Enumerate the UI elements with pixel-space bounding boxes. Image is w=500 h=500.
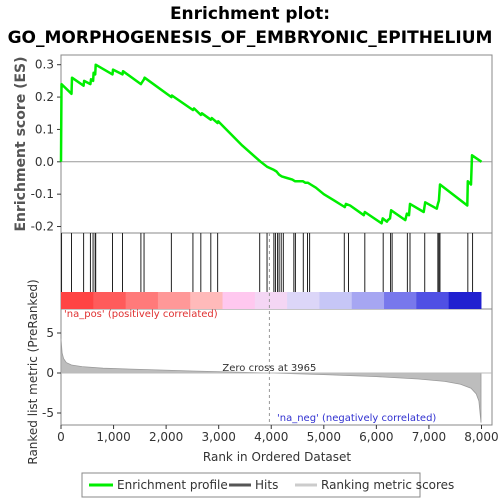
es-y-tick-label: 0.1 [35,122,54,136]
x-tick-label: 5,000 [307,430,341,444]
x-tick-label: 2,000 [149,430,183,444]
rank-metric-area [60,338,482,423]
heat-segment [287,292,320,309]
es-y-tick-label: -0.1 [31,187,54,201]
rank-y-tick-label: 0 [46,366,54,380]
es-series-line [59,63,483,225]
heat-segment [351,292,385,309]
neg-correlated-label: 'na_neg' (negatively correlated) [277,413,436,424]
heat-segment [319,292,353,309]
heat-segment [384,292,417,309]
x-tick-label: 6,000 [359,430,393,444]
chart-title-line2: GO_MORPHOGENESIS_OF_EMBRYONIC_EPITHELIUM [8,28,493,48]
chart-title-line1: Enrichment plot: [170,4,330,24]
es-y-tick-label: 0.3 [35,58,54,72]
es-y-tick-label: 0.0 [35,155,54,169]
legend-label-hits: Hits [255,478,278,492]
legend-label-enrichment: Enrichment profile [117,478,228,492]
rank-panel-frame [60,308,493,426]
heat-segment [448,292,482,309]
x-tick-label: 7,000 [412,430,446,444]
es-y-axis-label: Enrichment score (ES) [13,56,29,231]
rank-y-tick-label: -5 [42,406,54,420]
heat-segment [93,292,127,309]
rank-y-axis: -5 0 5 [42,326,61,420]
hits-group [61,233,474,292]
heat-bar [61,292,482,309]
legend-label-metric: Ranking metric scores [321,478,454,492]
heat-segment [416,292,450,309]
x-axis: 0 1,000 2,000 3,000 4,000 5,000 6,000 7,000 8,00… [57,425,499,444]
es-y-tick-label: 0.2 [35,90,54,104]
x-axis-label: Rank in Ordered Dataset [203,450,351,464]
heat-segment [125,292,159,309]
heat-segment [222,292,256,309]
es-line-group [59,63,483,225]
x-tick-label: 8,000 [464,430,498,444]
rank-metric-group [60,233,492,425]
heat-segment [61,292,94,309]
x-tick-label: 4,000 [254,430,288,444]
heat-segment [157,292,191,309]
rank-y-tick-label: 5 [46,326,54,340]
zero-cross-label: Zero cross at 3965 [222,363,316,374]
x-tick-label: 1,000 [96,430,130,444]
rank-y-axis-label: Ranked list metric (PreRanked) [26,279,40,464]
x-tick-label: 3,000 [202,430,236,444]
es-panel-frame [60,54,493,234]
heat-segment [190,292,224,309]
es-y-tick-label: -0.2 [31,220,54,234]
es-y-axis: -0.2 -0.1 0.0 0.1 0.2 0.3 [31,58,492,234]
x-tick-label: 0 [57,430,65,444]
pos-correlated-label: 'na_pos' (positively correlated) [64,309,218,320]
heat-segment [254,292,288,309]
